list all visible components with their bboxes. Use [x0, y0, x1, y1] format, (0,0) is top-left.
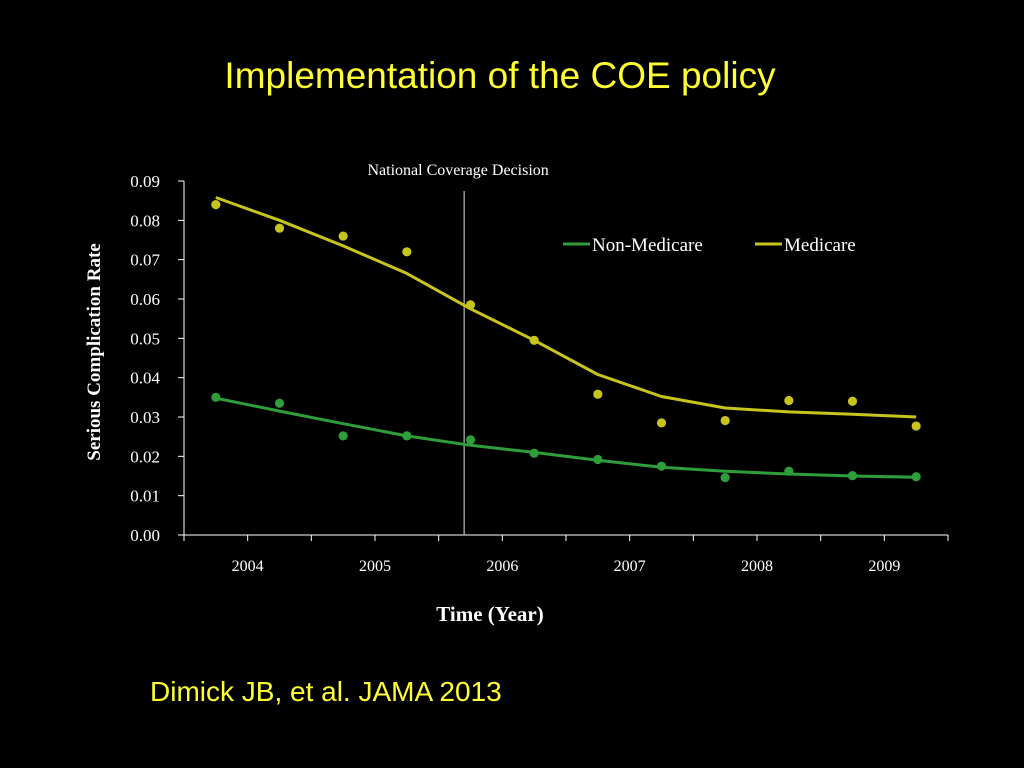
legend-label-medicare: Medicare	[784, 235, 856, 256]
medicare-data-point	[656, 418, 667, 428]
y-tick-label: 0.05	[130, 329, 160, 348]
coverage-decision-label: National Coverage Decision	[367, 162, 548, 179]
medicare-data-point	[465, 300, 476, 310]
legend-label-non-medicare: Non-Medicare	[592, 235, 703, 256]
y-tick-label: 0.06	[130, 290, 160, 309]
non-medicare-data-point	[593, 454, 603, 465]
medicare-data-point	[529, 335, 539, 345]
y-tick-label: 0.00	[130, 526, 160, 545]
y-tick-label: 0.09	[130, 172, 160, 191]
non-medicare-data-point	[529, 448, 539, 458]
non-medicare-data-point	[211, 392, 221, 402]
medicare-data-point	[784, 395, 794, 406]
chart-axes: 0.00 0.01 0.02 0.03 0.04 0.05 0.06 0.07 0.08 0.09…	[130, 172, 949, 575]
non-medicare-data-point	[274, 398, 285, 408]
x-tick-label: 2006	[486, 558, 518, 575]
citation: Dimick JB, et al. JAMA 2013	[150, 676, 502, 707]
y-axis-title: Serious Complication Rate	[84, 243, 105, 460]
y-tick-label: 0.01	[130, 487, 160, 506]
medicare-data-point	[338, 231, 348, 241]
non-medicare-data-point	[656, 461, 667, 471]
x-tick-label: 2008	[741, 558, 773, 575]
medicare-data-point	[911, 421, 921, 431]
coverage-decision-annotation: National Coverage Decision	[367, 162, 549, 535]
x-tick-label: 2005	[359, 558, 391, 575]
medicare-data-point	[593, 389, 603, 399]
non-medicare-data-point	[402, 431, 412, 441]
x-axis-title: Time (Year)	[436, 602, 544, 626]
non-medicare-trend-line	[215, 396, 917, 479]
medicare-trend-line	[215, 196, 917, 419]
y-tick-label: 0.03	[130, 408, 160, 427]
non-medicare-data-point	[847, 471, 858, 481]
y-tick-label: 0.08	[130, 211, 160, 230]
non-medicare-data-point	[465, 435, 476, 445]
x-tick-label: 2007	[614, 558, 646, 575]
non-medicare-data-point	[338, 431, 348, 441]
slide-title: Implementation of the COE policy	[224, 55, 776, 96]
non-medicare-data-point	[784, 466, 794, 476]
non-medicare-data-point	[911, 472, 921, 482]
y-tick-label: 0.07	[130, 251, 160, 270]
y-tick-label: 0.04	[130, 369, 160, 388]
non-medicare-data-point	[720, 472, 730, 483]
chart-series	[211, 196, 921, 483]
x-tick-label: 2009	[868, 558, 900, 575]
medicare-data-point	[847, 396, 858, 406]
medicare-data-point	[720, 415, 730, 426]
medicare-data-point	[274, 223, 285, 233]
y-tick-label: 0.02	[130, 447, 160, 466]
medicare-data-point	[402, 247, 412, 257]
medicare-data-point	[211, 200, 221, 210]
chart-legend: Non-Medicare Medicare	[563, 235, 856, 256]
x-tick-label: 2004	[232, 558, 264, 575]
